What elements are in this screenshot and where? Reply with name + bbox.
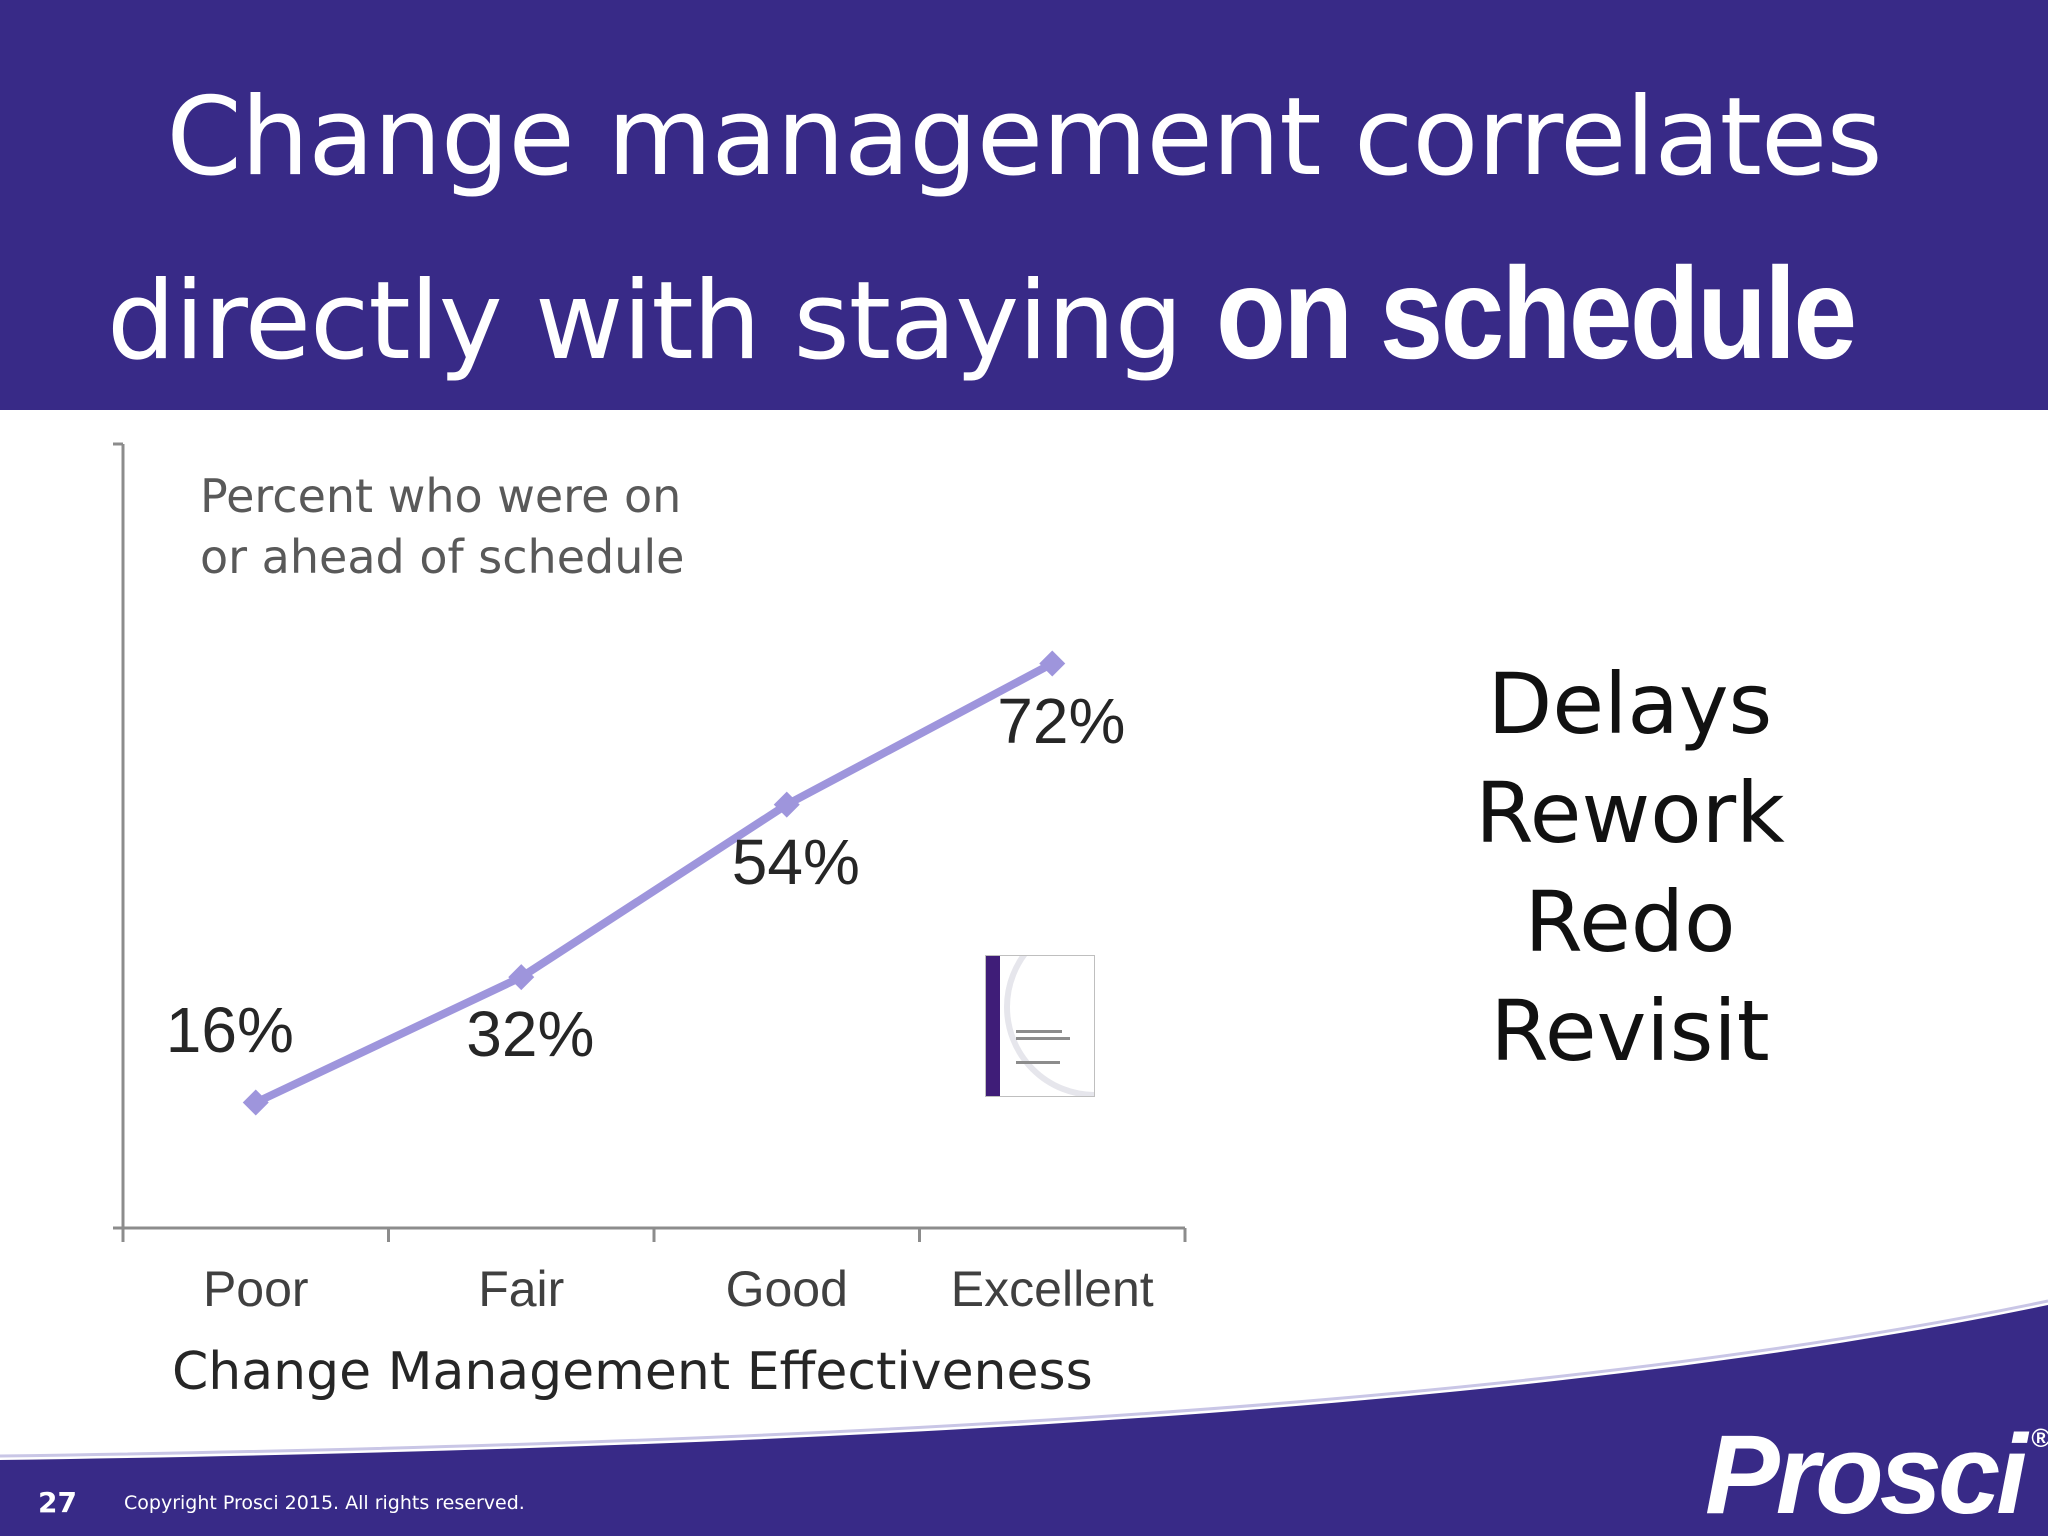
data-label: 16% bbox=[165, 993, 294, 1066]
report-cover-swoosh bbox=[1004, 956, 1094, 1096]
footer-swoosh bbox=[0, 1299, 2048, 1536]
data-point-marker bbox=[773, 791, 800, 818]
report-cover-thumbnail bbox=[985, 955, 1095, 1097]
chart-series bbox=[242, 650, 1066, 1116]
consequence-item: Rework bbox=[1475, 764, 1785, 862]
data-point-marker bbox=[508, 964, 535, 991]
x-tick-label: Excellent bbox=[950, 1261, 1154, 1317]
prosci-logo: Prosci ® bbox=[1705, 1410, 2048, 1539]
report-cover-title-line bbox=[1016, 1030, 1062, 1033]
footer-highlight bbox=[0, 1299, 2048, 1458]
registered-mark: ® bbox=[2031, 1423, 2048, 1453]
y-axis-label-line1: Percent who were on bbox=[200, 469, 682, 523]
copyright-text: Copyright Prosci 2015. All rights reserv… bbox=[124, 1492, 525, 1514]
data-point-marker bbox=[242, 1089, 269, 1116]
data-label: 54% bbox=[731, 825, 860, 898]
slide-title-line2-prefix: directly with staying bbox=[106, 259, 1216, 384]
slide-title-line1: Change management correlates bbox=[166, 75, 1882, 200]
data-label: 32% bbox=[466, 998, 595, 1071]
slide-title-emphasis: on schedule bbox=[1215, 240, 1857, 386]
x-tick-label: Poor bbox=[202, 1261, 309, 1317]
prosci-logo-text: Prosci bbox=[1705, 1412, 2027, 1537]
slide-title-line2: directly with staying on schedule bbox=[0, 248, 2048, 378]
title-banner bbox=[0, 0, 2048, 410]
report-cover-spine bbox=[986, 956, 1000, 1096]
data-label: 72% bbox=[997, 684, 1126, 757]
consequence-item: Redo bbox=[1524, 873, 1736, 971]
data-point-marker bbox=[1039, 650, 1066, 677]
series-line bbox=[254, 659, 1055, 1107]
report-cover-subtitle-line bbox=[1016, 1061, 1060, 1064]
report-cover-title-line bbox=[1016, 1037, 1070, 1040]
chart-axes bbox=[113, 442, 1187, 1242]
consequences-list: Delays Rework Redo Revisit bbox=[1430, 650, 1830, 1086]
y-axis-label-line2: or ahead of schedule bbox=[200, 530, 685, 584]
footer-band bbox=[0, 1305, 2048, 1536]
x-axis-label: Change Management Effectiveness bbox=[172, 1342, 1093, 1402]
x-tick-label: Fair bbox=[478, 1261, 565, 1317]
consequence-item: Revisit bbox=[1490, 982, 1770, 1080]
y-axis-label: Percent who were on or ahead of schedule bbox=[200, 466, 684, 588]
consequence-item: Delays bbox=[1487, 655, 1773, 753]
x-tick-label: Good bbox=[725, 1261, 848, 1317]
page-number: 27 bbox=[38, 1486, 77, 1519]
